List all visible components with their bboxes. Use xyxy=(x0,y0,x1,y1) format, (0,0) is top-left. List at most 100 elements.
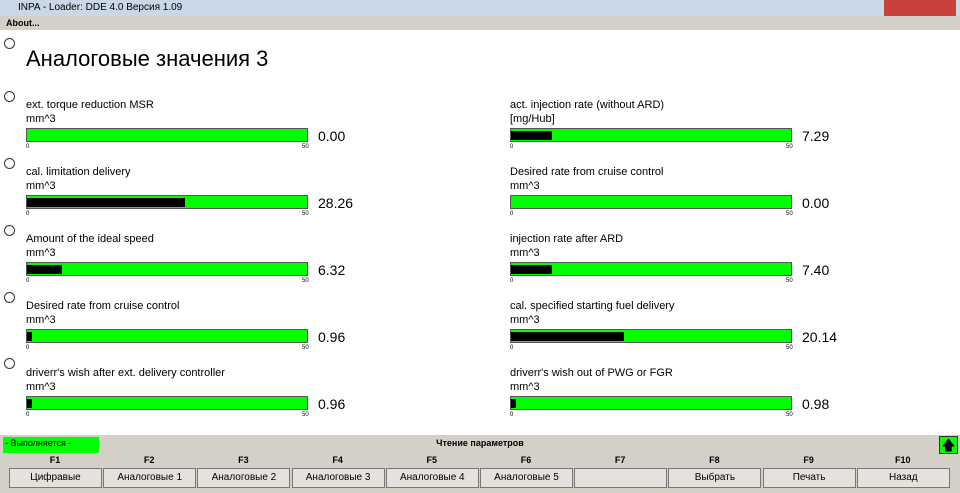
function-button[interactable] xyxy=(574,468,668,488)
gauge-unit: mm^3 xyxy=(26,247,56,259)
scroll-up-button[interactable]: 🡅 xyxy=(939,436,958,454)
gauge-value: 7.29 xyxy=(802,128,830,144)
function-key-label: F2 xyxy=(143,455,155,465)
gauge-value: 28.26 xyxy=(318,195,354,211)
gauge-unit: mm^3 xyxy=(510,381,540,393)
status-message: Чтение параметров xyxy=(436,438,524,448)
menu-bar: About... xyxy=(0,16,960,30)
gauge-bar xyxy=(510,329,792,343)
function-key-label: F7 xyxy=(614,455,626,465)
gauge-max: 50 xyxy=(786,144,793,150)
gauge-max: 50 xyxy=(786,412,793,418)
gauge-min: 0 xyxy=(510,211,514,217)
function-button[interactable]: Аналоговые 4 xyxy=(385,468,479,488)
function-key-label: F9 xyxy=(803,455,814,465)
gauge-unit: mm^3 xyxy=(26,113,56,125)
function-button[interactable]: Выбрать xyxy=(668,468,762,488)
gauge-unit: mm^3 xyxy=(510,247,540,259)
close-button[interactable] xyxy=(884,0,956,16)
function-button[interactable]: Аналоговые 5 xyxy=(480,468,573,488)
gauge-fill xyxy=(511,332,624,341)
gauge-unit: mm^3 xyxy=(26,314,56,326)
function-key-label: F4 xyxy=(332,455,343,465)
gauge-label: Amount of the ideal speed xyxy=(26,233,154,245)
gauge-label: act. injection rate (without ARD) xyxy=(510,99,665,111)
gauge-label: cal. limitation delivery xyxy=(26,166,131,178)
gauge-bar xyxy=(26,262,308,276)
gauge-fill xyxy=(511,131,552,140)
function-key-label: F1 xyxy=(49,455,61,465)
gauge-max: 50 xyxy=(786,345,793,351)
gauge-label: driverr's wish out of PWG or FGR xyxy=(510,367,673,379)
function-button[interactable]: Назад xyxy=(856,468,950,488)
menu-item[interactable]: About... xyxy=(6,18,40,28)
gauge-unit: mm^3 xyxy=(510,180,540,192)
gauge-label: cal. specified starting fuel delivery xyxy=(510,300,675,312)
gauge-unit: [mg/Hub] xyxy=(510,113,555,125)
radio-button[interactable] xyxy=(4,91,15,102)
gauge-fill xyxy=(511,265,553,274)
function-button[interactable]: Аналоговые 3 xyxy=(291,468,385,488)
gauge-label: injection rate after ARD xyxy=(510,233,624,245)
gauge-min: 0 xyxy=(26,412,30,418)
gauge-max: 50 xyxy=(786,211,793,217)
gauge-min: 0 xyxy=(510,412,514,418)
gauge-max: 50 xyxy=(302,211,309,217)
gauge-label: driverr's wish after ext. delivery contr… xyxy=(26,367,225,379)
gauge-fill xyxy=(27,198,186,207)
gauge-max: 50 xyxy=(302,345,309,351)
gauge-max: 50 xyxy=(786,278,793,284)
work-area xyxy=(0,30,960,435)
gauge-max: 50 xyxy=(302,144,309,150)
gauge-bar xyxy=(510,262,792,276)
radio-button[interactable] xyxy=(4,38,15,49)
gauge-fill xyxy=(27,265,63,274)
gauge-bar xyxy=(26,329,308,343)
gauge-bar xyxy=(510,128,792,142)
gauge-bar xyxy=(26,128,308,142)
gauge-value: 0.00 xyxy=(802,195,830,211)
function-button[interactable]: Печать xyxy=(762,468,856,488)
function-key-label: F10 xyxy=(895,455,911,465)
page-title: Аналоговые значения 3 xyxy=(26,46,269,71)
function-button[interactable]: Аналоговые 1 xyxy=(103,468,197,488)
radio-button[interactable] xyxy=(4,225,15,236)
gauge-min: 0 xyxy=(510,345,514,351)
title-bar: INPA - Loader: DDE 4.0 Версия 1.09 xyxy=(0,0,960,16)
gauge-value: 0.96 xyxy=(318,396,346,412)
gauge-label: ext. torque reduction MSR xyxy=(26,99,154,111)
function-button[interactable]: Цифравые xyxy=(9,468,102,488)
gauge-bar xyxy=(510,195,792,209)
gauge-unit: mm^3 xyxy=(26,381,56,393)
gauge-bar xyxy=(26,396,308,410)
gauge-fill xyxy=(27,332,33,341)
radio-button[interactable] xyxy=(4,358,15,369)
gauge-unit: mm^3 xyxy=(510,314,540,326)
gauge-value: 20.14 xyxy=(802,329,838,345)
gauge-min: 0 xyxy=(510,144,514,150)
gauge-max: 50 xyxy=(302,278,309,284)
gauge-fill xyxy=(511,399,517,408)
gauge-bar xyxy=(510,396,792,410)
function-key-label: F8 xyxy=(709,455,720,465)
gauge-min: 0 xyxy=(26,278,30,284)
gauge-value: 0.96 xyxy=(318,329,346,345)
function-key-label: F6 xyxy=(520,455,532,465)
gauge-value: 0.00 xyxy=(318,128,346,144)
gauge-value: 7.40 xyxy=(802,262,830,278)
gauge-bar xyxy=(26,195,308,209)
gauge-fill xyxy=(27,399,33,408)
gauge-label: Desired rate from cruise control xyxy=(26,300,180,312)
status-state: - Выполняется - xyxy=(3,437,99,453)
gauge-min: 0 xyxy=(26,211,30,217)
gauge-min: 0 xyxy=(510,278,514,284)
function-button[interactable]: Аналоговые 2 xyxy=(197,468,291,488)
gauge-value: 0.98 xyxy=(802,396,830,412)
function-key-label: F5 xyxy=(426,455,438,465)
radio-button[interactable] xyxy=(4,292,15,303)
gauge-label: Desired rate from cruise control xyxy=(510,166,664,178)
gauge-value: 6.32 xyxy=(318,262,346,278)
gauge-min: 0 xyxy=(26,144,30,150)
radio-button[interactable] xyxy=(4,158,15,169)
